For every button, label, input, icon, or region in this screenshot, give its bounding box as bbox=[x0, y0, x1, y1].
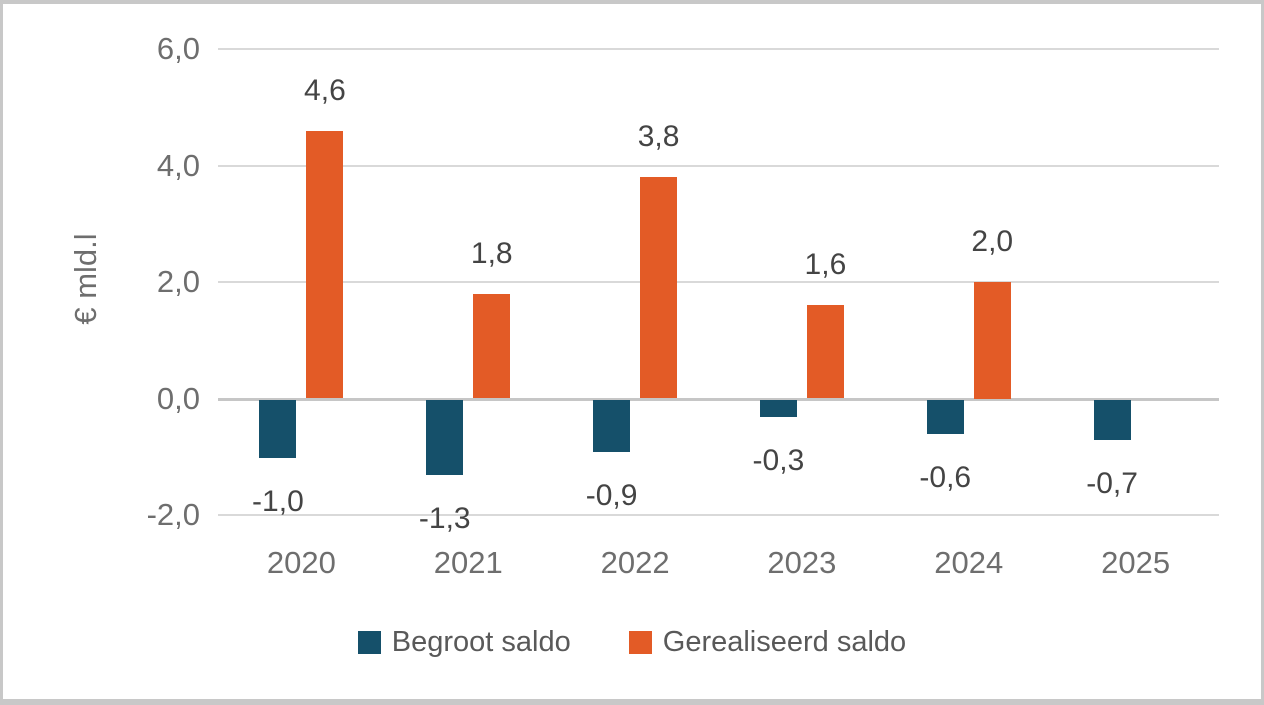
legend-item-begroot-saldo: Begroot saldo bbox=[357, 626, 571, 659]
bar-begroot-saldo-2022 bbox=[593, 399, 631, 452]
gridline-4,0 bbox=[218, 164, 1219, 167]
data-label-gerealiseerd-saldo-2023: 1,6 bbox=[804, 248, 847, 282]
legend-label: Gerealiseerd saldo bbox=[662, 626, 907, 658]
x-tick-label-2022: 2022 bbox=[600, 545, 670, 580]
bar-begroot-saldo-2023 bbox=[759, 399, 797, 417]
legend-swatch-icon bbox=[357, 631, 381, 654]
data-label-gerealiseerd-saldo-2021: 1,8 bbox=[470, 236, 513, 270]
x-tick-label-2024: 2024 bbox=[934, 545, 1004, 580]
bar-begroot-saldo-2024 bbox=[926, 399, 964, 435]
y-tick-label--2,0: -2,0 bbox=[146, 497, 200, 532]
data-label-begroot-saldo-2024: -0,6 bbox=[919, 461, 972, 495]
y-tick-label-6,0: 6,0 bbox=[156, 31, 200, 66]
plot-area bbox=[218, 48, 1219, 516]
gridline--2,0 bbox=[218, 514, 1219, 516]
gridline-6,0 bbox=[218, 48, 1219, 50]
data-label-begroot-saldo-2025: -0,7 bbox=[1086, 467, 1138, 501]
bar-gerealiseerd-saldo-2023 bbox=[806, 305, 844, 399]
bar-gerealiseerd-saldo-2022 bbox=[640, 177, 678, 399]
x-tick-label-2021: 2021 bbox=[433, 545, 503, 580]
bar-gerealiseerd-saldo-2024 bbox=[973, 282, 1011, 399]
x-tick-label-2020: 2020 bbox=[266, 545, 336, 580]
bar-begroot-saldo-2021 bbox=[426, 399, 464, 476]
legend-swatch-icon bbox=[628, 631, 652, 654]
data-label-begroot-saldo-2022: -0,9 bbox=[585, 478, 638, 512]
x-tick-label-2025: 2025 bbox=[1101, 545, 1171, 580]
data-label-gerealiseerd-saldo-2024: 2,0 bbox=[971, 225, 1014, 258]
zero-axis-line bbox=[218, 397, 1219, 401]
bar-begroot-saldo-2025 bbox=[1093, 399, 1131, 441]
legend: Begroot saldo Gerealiseerd saldo bbox=[3, 626, 1261, 659]
data-label-begroot-saldo-2020: -1,0 bbox=[252, 484, 304, 518]
bar-gerealiseerd-saldo-2021 bbox=[473, 293, 511, 399]
data-label-gerealiseerd-saldo-2020: 4,6 bbox=[304, 73, 346, 107]
bar-gerealiseerd-saldo-2020 bbox=[306, 130, 344, 399]
y-tick-label-0,0: 0,0 bbox=[156, 380, 200, 416]
data-label-gerealiseerd-saldo-2022: 3,8 bbox=[637, 120, 680, 154]
legend-item-gerealiseerd-saldo: Gerealiseerd saldo bbox=[628, 626, 907, 659]
y-tick-label-2,0: 2,0 bbox=[156, 264, 200, 299]
gridline-2,0 bbox=[218, 281, 1219, 283]
bar-begroot-saldo-2020 bbox=[259, 399, 297, 458]
legend-label: Begroot saldo bbox=[391, 626, 571, 658]
data-label-begroot-saldo-2021: -1,3 bbox=[418, 502, 471, 536]
data-label-begroot-saldo-2023: -0,3 bbox=[752, 443, 805, 477]
y-tick-label-4,0: 4,0 bbox=[156, 147, 200, 183]
x-tick-label-2023: 2023 bbox=[767, 545, 837, 580]
